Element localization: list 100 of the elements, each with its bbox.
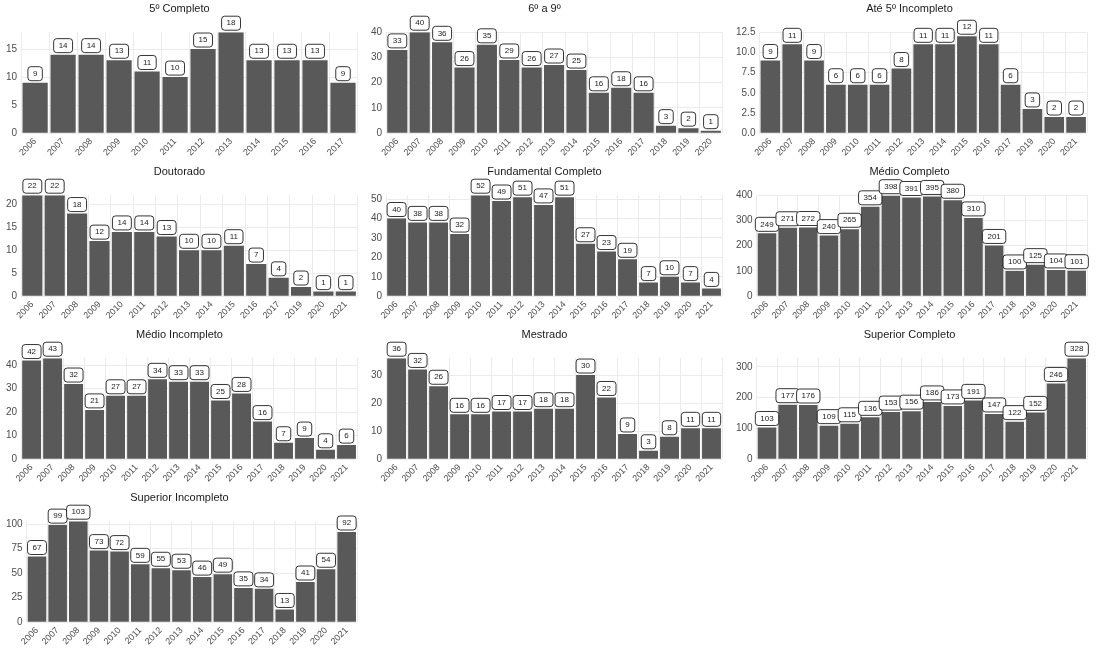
y-tick-label: 100 (736, 264, 754, 276)
y-tick-label: 0 (376, 289, 383, 301)
data-label: 26 (434, 372, 444, 382)
data-label: 328 (1070, 344, 1084, 354)
data-label: 4 (323, 436, 329, 446)
y-tick-label: 0 (747, 452, 754, 464)
data-label: 9 (768, 46, 774, 56)
chart-title: Médio Incompleto (136, 327, 223, 340)
data-label: 49 (497, 187, 507, 197)
data-label: 11 (984, 30, 994, 40)
data-label: 173 (946, 392, 961, 402)
data-label: 265 (842, 215, 857, 225)
data-label: 22 (50, 181, 60, 191)
data-label: 46 (197, 563, 208, 573)
data-label: 240 (822, 221, 837, 231)
data-label: 18 (72, 199, 83, 209)
data-label: 272 (801, 213, 816, 223)
data-label: 12 (962, 22, 972, 32)
data-label: 125 (1028, 250, 1043, 260)
y-tick-label: 0 (747, 289, 754, 301)
data-label: 27 (111, 381, 121, 391)
y-tick-label: 10 (371, 101, 383, 113)
data-label: 1 (321, 277, 327, 287)
y-tick-label: 20 (371, 251, 383, 263)
data-label: 36 (437, 28, 448, 38)
data-label: 147 (987, 400, 1002, 410)
data-label: 191 (966, 386, 981, 396)
data-label: 100 (1008, 257, 1022, 267)
data-label: 30 (581, 361, 591, 371)
data-label: 16 (639, 79, 649, 89)
y-tick-label: 400 (736, 188, 754, 200)
y-tick-label: 10 (6, 244, 18, 256)
data-label: 6 (877, 70, 883, 80)
data-label: 11 (919, 30, 928, 40)
data-label: 156 (904, 397, 919, 407)
data-label: 42 (27, 346, 37, 356)
data-label: 176 (801, 391, 816, 401)
data-label: 41 (300, 568, 311, 578)
data-label: 9 (340, 68, 346, 78)
data-label: 43 (48, 344, 58, 354)
chart-title: Até 5º Incompleto (866, 1, 953, 14)
y-tick-label: 50 (371, 192, 383, 204)
data-label: 153 (884, 398, 899, 408)
y-tick-label: 40 (371, 212, 383, 224)
data-label: 22 (27, 181, 38, 191)
data-label: 25 (216, 386, 226, 396)
data-label: 115 (843, 410, 857, 419)
data-label: 27 (549, 51, 560, 61)
data-label: 122 (1008, 407, 1022, 417)
data-label: 33 (174, 367, 184, 377)
data-label: 10 (665, 262, 675, 272)
y-tick-label: 30 (371, 51, 383, 63)
y-tick-label: 20 (371, 76, 383, 88)
data-label: 11 (142, 57, 152, 67)
data-label: 23 (602, 237, 612, 247)
data-label: 51 (560, 183, 570, 193)
data-label: 1 (343, 277, 349, 287)
data-label: 4 (276, 264, 282, 274)
data-label: 73 (94, 536, 104, 546)
data-label: 2 (1073, 103, 1079, 113)
data-label: 14 (117, 218, 127, 228)
data-label: 13 (254, 46, 265, 56)
data-label: 9 (302, 424, 308, 434)
data-label: 34 (259, 575, 270, 585)
data-label: 380 (946, 186, 961, 196)
y-tick-label: 5 (11, 267, 18, 278)
data-label: 29 (504, 46, 515, 56)
data-label: 13 (114, 46, 125, 56)
y-tick-label: 10 (6, 429, 18, 441)
y-tick-label: 100 (6, 517, 24, 529)
data-label: 310 (966, 204, 981, 214)
data-label: 49 (218, 560, 228, 570)
y-tick-label: 100 (736, 422, 754, 434)
y-tick-label: 30 (6, 382, 18, 394)
data-label: 7 (281, 428, 287, 438)
data-label: 152 (1028, 398, 1043, 408)
data-label: 7 (254, 250, 260, 260)
data-label: 33 (392, 36, 403, 46)
data-label: 51 (518, 183, 528, 193)
data-label: 16 (476, 400, 486, 410)
chart-title: Mestrado (521, 327, 568, 340)
y-tick-label: 10.0 (735, 46, 756, 58)
chart-title: Fundamental Completo (487, 164, 602, 177)
data-label: 59 (135, 550, 146, 560)
data-label: 27 (581, 229, 591, 239)
data-label: 54 (321, 555, 332, 565)
chart-title: Superior Completo (863, 327, 956, 340)
data-label: 92 (342, 518, 352, 528)
y-tick-label: 30 (371, 368, 383, 380)
data-label: 38 (413, 208, 423, 218)
data-label: 9 (811, 46, 817, 56)
data-label: 6 (833, 70, 839, 80)
chart-title: 5º Completo (149, 1, 210, 14)
data-label: 18 (560, 394, 570, 404)
y-tick-label: 0 (11, 289, 18, 301)
y-tick-label: 20 (371, 396, 383, 408)
data-label: 11 (940, 30, 950, 40)
data-label: 67 (32, 542, 42, 552)
y-tick-label: 7.5 (741, 66, 756, 78)
y-tick-label: 10 (371, 424, 383, 436)
